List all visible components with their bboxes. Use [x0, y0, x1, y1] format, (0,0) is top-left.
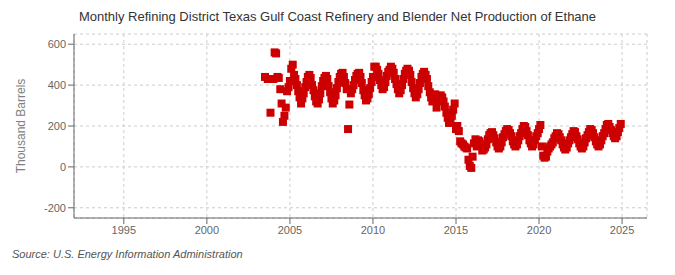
svg-text:400: 400: [48, 79, 66, 91]
svg-text:2015: 2015: [444, 224, 468, 236]
svg-text:200: 200: [48, 120, 66, 132]
html-text:Source: U.S. Energy Informatio: Source: U.S. Energy Information Administ…: [12, 248, 243, 260]
svg-text:0: 0: [60, 161, 66, 173]
svg-text:2000: 2000: [195, 224, 219, 236]
html-text:Monthly Refining District Texa: Monthly Refining District Texas Gulf Coa…: [78, 9, 597, 24]
svg-text:600: 600: [48, 38, 66, 50]
svg-text:1995: 1995: [112, 224, 136, 236]
svg-text:2010: 2010: [361, 224, 385, 236]
svg-text:2020: 2020: [527, 224, 551, 236]
svg-text:2005: 2005: [278, 224, 302, 236]
svg-text:2025: 2025: [610, 224, 634, 236]
svg-text:-200: -200: [44, 202, 66, 214]
svg-text:Thousand Barrels: Thousand Barrels: [14, 79, 28, 174]
